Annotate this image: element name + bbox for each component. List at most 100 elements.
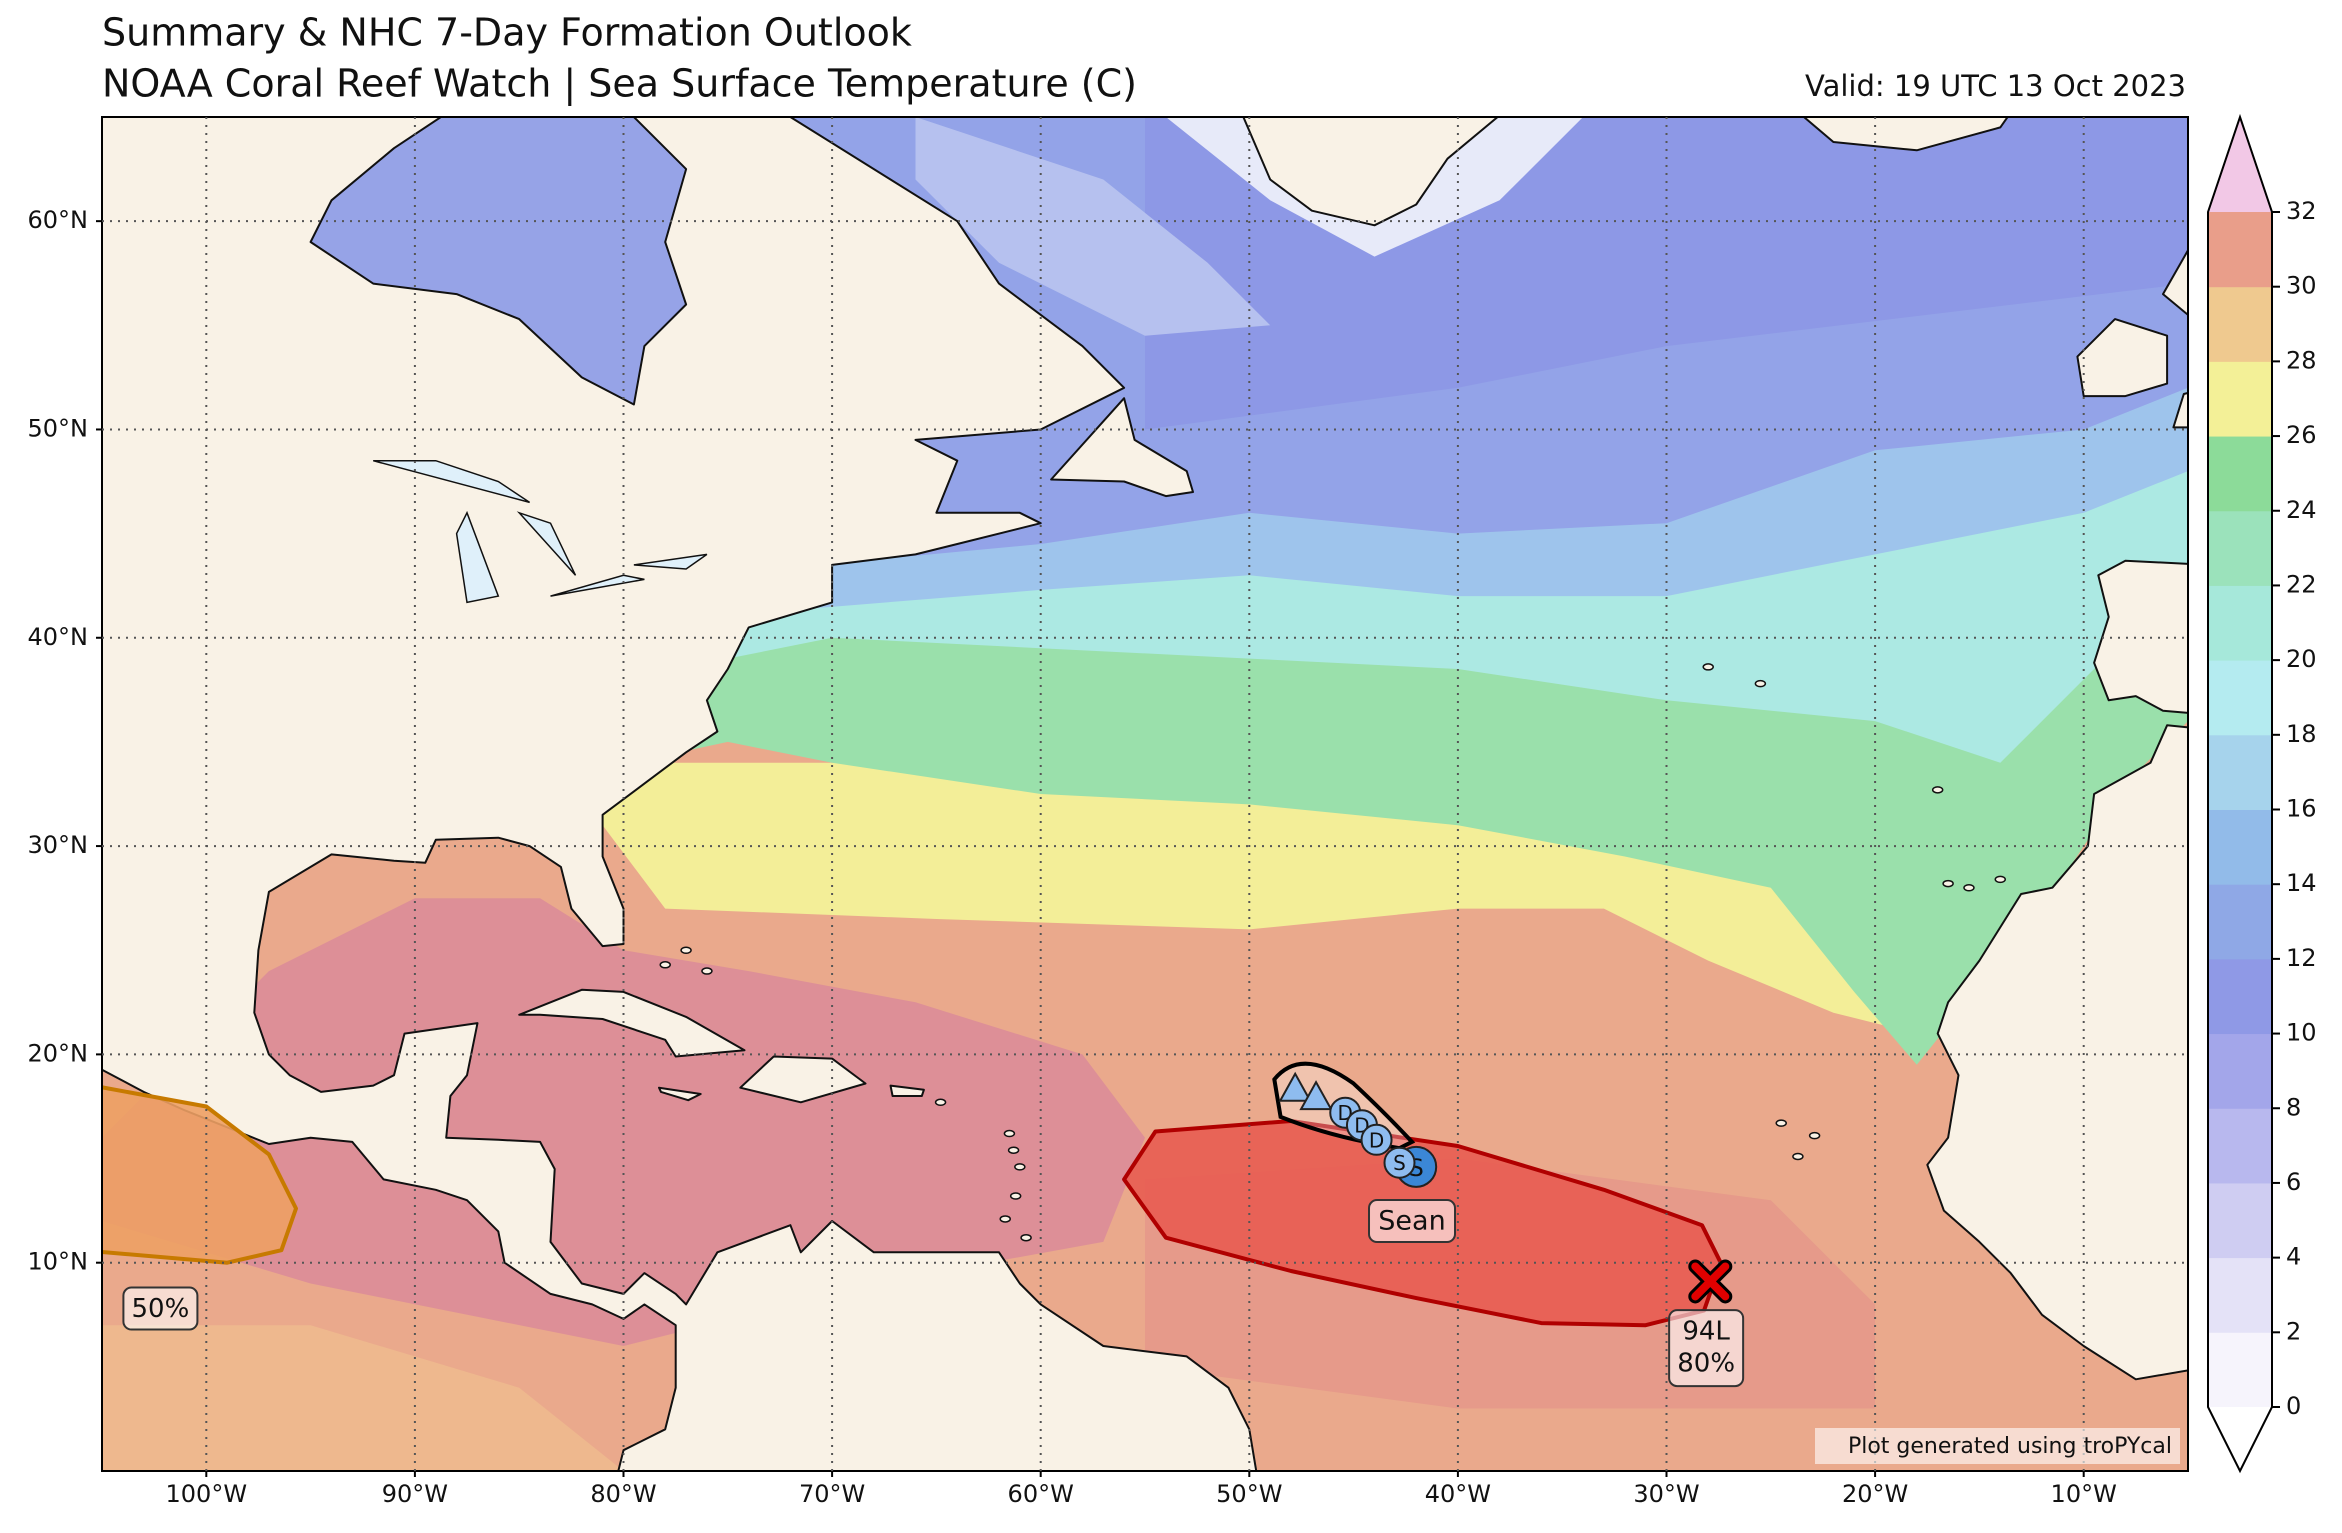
storm-point [1299, 1080, 1333, 1111]
lon-tick-label: 50°W [1216, 1480, 1282, 1508]
storm-point-label: D [1369, 1128, 1384, 1152]
lon-tick-label: 70°W [799, 1480, 865, 1508]
land [2172, 391, 2188, 429]
island [701, 967, 713, 975]
label-box [1368, 1199, 1457, 1244]
sst-cool [102, 1325, 624, 1471]
lon-tick-label: 100°W [166, 1480, 248, 1508]
sst-warm [102, 898, 1145, 1346]
colorbar-tick-label: 30 [2286, 272, 2317, 300]
colorbar-tick-label: 6 [2286, 1168, 2301, 1196]
colorbar-tick-label: 12 [2286, 944, 2317, 972]
island [1942, 879, 1954, 888]
colorbar-segment [2208, 1033, 2272, 1109]
island [1994, 875, 2007, 884]
land [739, 1055, 867, 1104]
sst-band [915, 117, 1271, 336]
island [1808, 1131, 1821, 1140]
island [1931, 786, 1944, 794]
map-frame [101, 116, 2189, 1472]
colorbar-tick-label: 20 [2286, 645, 2317, 673]
colorbar-segment [2208, 1332, 2272, 1408]
island [999, 1215, 1011, 1223]
lat-tick-label: 10°N [28, 1248, 89, 1276]
land [518, 988, 746, 1058]
outlook-chance: 50% [132, 1294, 190, 1324]
lon-tick-label: 10°W [2051, 1480, 2117, 1508]
colorbar-segment [2208, 361, 2272, 437]
lake [633, 553, 708, 570]
island [1003, 1129, 1016, 1138]
colorbar-tick-label: 24 [2286, 496, 2317, 524]
land [1926, 724, 2188, 1381]
label-box [122, 1286, 199, 1331]
land [1050, 397, 1194, 498]
storm-point-label: S [1393, 1151, 1406, 1175]
colorbar-segment [2208, 1257, 2272, 1333]
lon-tick-label: 20°W [1842, 1480, 1908, 1508]
subtitle: NOAA Coral Reef Watch | Sea Surface Temp… [102, 62, 1137, 107]
lat-tick-label: 60°N [28, 206, 89, 234]
colorbar-tick-label: 4 [2286, 1243, 2301, 1271]
map [102, 117, 2188, 1471]
colorbar-tick-label: 14 [2286, 869, 2317, 897]
title: Summary & NHC 7-Day Formation Outlook [102, 11, 912, 55]
lon-tick-label: 80°W [590, 1480, 656, 1508]
colorbar-segment [2208, 1108, 2272, 1184]
outlook-area [102, 1085, 298, 1265]
colorbar-tick-label: 10 [2286, 1019, 2317, 1047]
colorbar-tick-label: 28 [2286, 346, 2317, 374]
valid-time: Valid: 19 UTC 13 Oct 2023 [1805, 69, 2186, 103]
lon-tick-label: 60°W [1008, 1480, 1074, 1508]
storm-point [1278, 1071, 1312, 1102]
land [2093, 559, 2188, 714]
island [1009, 1192, 1022, 1200]
island [1775, 1119, 1787, 1127]
island [1963, 883, 1975, 892]
lon-tick-label: 40°W [1425, 1480, 1491, 1508]
land [1242, 117, 1500, 227]
island [1754, 679, 1767, 688]
island [680, 946, 692, 954]
land [889, 1084, 925, 1097]
storm-point [1360, 1123, 1393, 1156]
colorbar-extend [2208, 1407, 2272, 1471]
land [2162, 249, 2188, 316]
lat-tick-label: 50°N [28, 414, 89, 442]
colorbar-segment [2208, 436, 2272, 512]
lake [516, 511, 577, 576]
colorbar-tick-label: 16 [2286, 795, 2317, 823]
colorbar-tick-label: 8 [2286, 1093, 2301, 1121]
colorbar-segment [2208, 809, 2272, 885]
label-box [1668, 1309, 1745, 1388]
lon-tick-label: 30°W [1633, 1480, 1699, 1508]
credit: Plot generated using troPYcal [1848, 1434, 2172, 1459]
colorbar-segment [2208, 1182, 2272, 1259]
island [1007, 1146, 1020, 1154]
lat-tick-label: 20°N [28, 1039, 89, 1067]
lake [373, 459, 531, 504]
colorbar-segment [2208, 286, 2272, 362]
colorbar-segment [2208, 734, 2272, 810]
colorbar-extend [2208, 117, 2272, 212]
lat-tick-label: 30°N [28, 831, 89, 859]
invest-marker [1691, 1262, 1730, 1301]
outlook-chance: 80% [1677, 1349, 1735, 1379]
land [2076, 318, 2169, 398]
land [102, 117, 1258, 1471]
lat-tick-label: 40°N [28, 623, 89, 651]
island [659, 961, 671, 969]
colorbar-tick-label: 0 [2286, 1392, 2301, 1420]
colorbar-segment [2208, 884, 2272, 960]
island [1702, 663, 1714, 671]
colorbar-tick-label: 18 [2286, 720, 2317, 748]
colorbar-tick-label: 2 [2286, 1317, 2301, 1345]
colorbar-segment [2208, 510, 2272, 586]
lon-tick-label: 90°W [382, 1480, 448, 1508]
colorbar-tick-label: 22 [2286, 570, 2317, 598]
island [1792, 1152, 1804, 1161]
island [1014, 1163, 1026, 1171]
lake [455, 510, 500, 604]
